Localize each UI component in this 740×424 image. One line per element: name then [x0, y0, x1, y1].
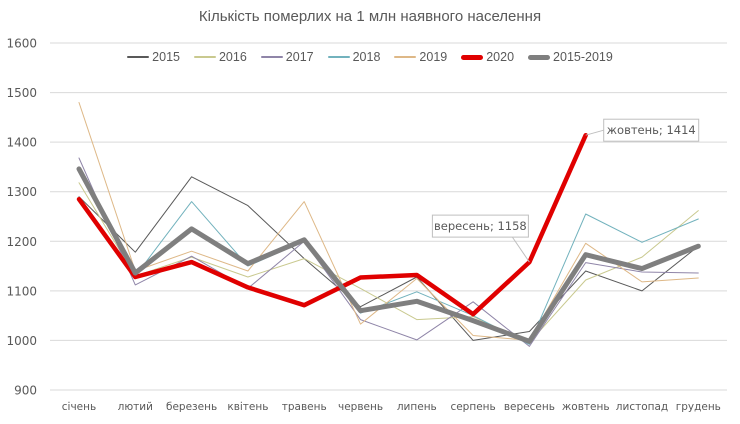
legend-item-2020: 2020: [461, 50, 514, 64]
legend-label: 2019: [419, 50, 448, 64]
x-tick-label: червень: [338, 401, 383, 413]
legend-swatch-icon: [260, 56, 283, 58]
annotation-leader: [585, 129, 604, 136]
x-tick-label: листопад: [616, 401, 668, 413]
series-line-2015-2019: [76, 166, 701, 344]
y-tick-label: 1200: [6, 235, 37, 249]
x-tick-label: лютий: [118, 401, 153, 413]
x-tick-label: травень: [282, 401, 327, 413]
legend-item-2015: 2015: [127, 50, 180, 64]
legend-swatch-icon: [193, 56, 216, 58]
legend-item-2016: 2016: [193, 50, 247, 64]
legend-swatch-icon: [461, 54, 484, 60]
x-tick-label: жовтень: [562, 401, 610, 413]
x-tick-label: січень: [62, 401, 96, 413]
series-line-2019: [78, 102, 699, 341]
series-line-2016: [78, 182, 699, 343]
y-tick-label: 1000: [6, 334, 37, 348]
series-line-2017: [78, 157, 699, 347]
legend-swatch-icon: [127, 56, 150, 58]
legend-swatch-icon: [394, 56, 417, 58]
x-tick-label: грудень: [676, 401, 721, 413]
annotation-box: [431, 214, 529, 238]
y-tick-label: 900: [14, 384, 37, 398]
annotation-label: вересень; 1158: [434, 219, 527, 233]
series-line-2018: [78, 171, 699, 345]
chart-legend: 2015 2016 2017 2018 2019 2020 2015-2019: [0, 50, 740, 64]
legend-label: 2018: [352, 50, 381, 64]
y-tick-label: 1100: [6, 284, 37, 298]
legend-label: 2015: [152, 50, 180, 64]
series-line-2015: [78, 176, 699, 341]
x-tick-label: вересень: [504, 401, 555, 413]
legend-label: 2015-2019: [553, 50, 613, 64]
x-tick-label: квітень: [227, 401, 268, 413]
chart-title: Кількість померлих на 1 млн наявного нас…: [198, 8, 542, 25]
series-line-2020: [76, 132, 588, 317]
legend-item-2019: 2019: [394, 50, 447, 64]
x-tick-label: липень: [397, 401, 437, 413]
legend-item-2018: 2018: [327, 50, 381, 64]
annotation-box: [603, 118, 700, 142]
legend-label: 2016: [218, 50, 247, 64]
annotation-label: жовтень; 1414: [607, 123, 696, 137]
legend-swatch-icon: [528, 54, 551, 60]
y-tick-label: 1500: [6, 86, 37, 100]
y-tick-label: 1300: [6, 185, 37, 199]
y-tick-label: 1600: [6, 37, 37, 51]
legend-item-2015-2019: 2015-2019: [528, 50, 613, 64]
legend-label: 2020: [486, 50, 515, 64]
annotation-leader: [511, 236, 530, 263]
y-tick-label: 1400: [6, 136, 37, 150]
legend-item-2017: 2017: [260, 50, 314, 64]
x-tick-label: березень: [166, 401, 217, 413]
x-tick-label: серпень: [450, 401, 495, 413]
legend-swatch-icon: [327, 56, 350, 58]
legend-label: 2017: [285, 50, 314, 64]
